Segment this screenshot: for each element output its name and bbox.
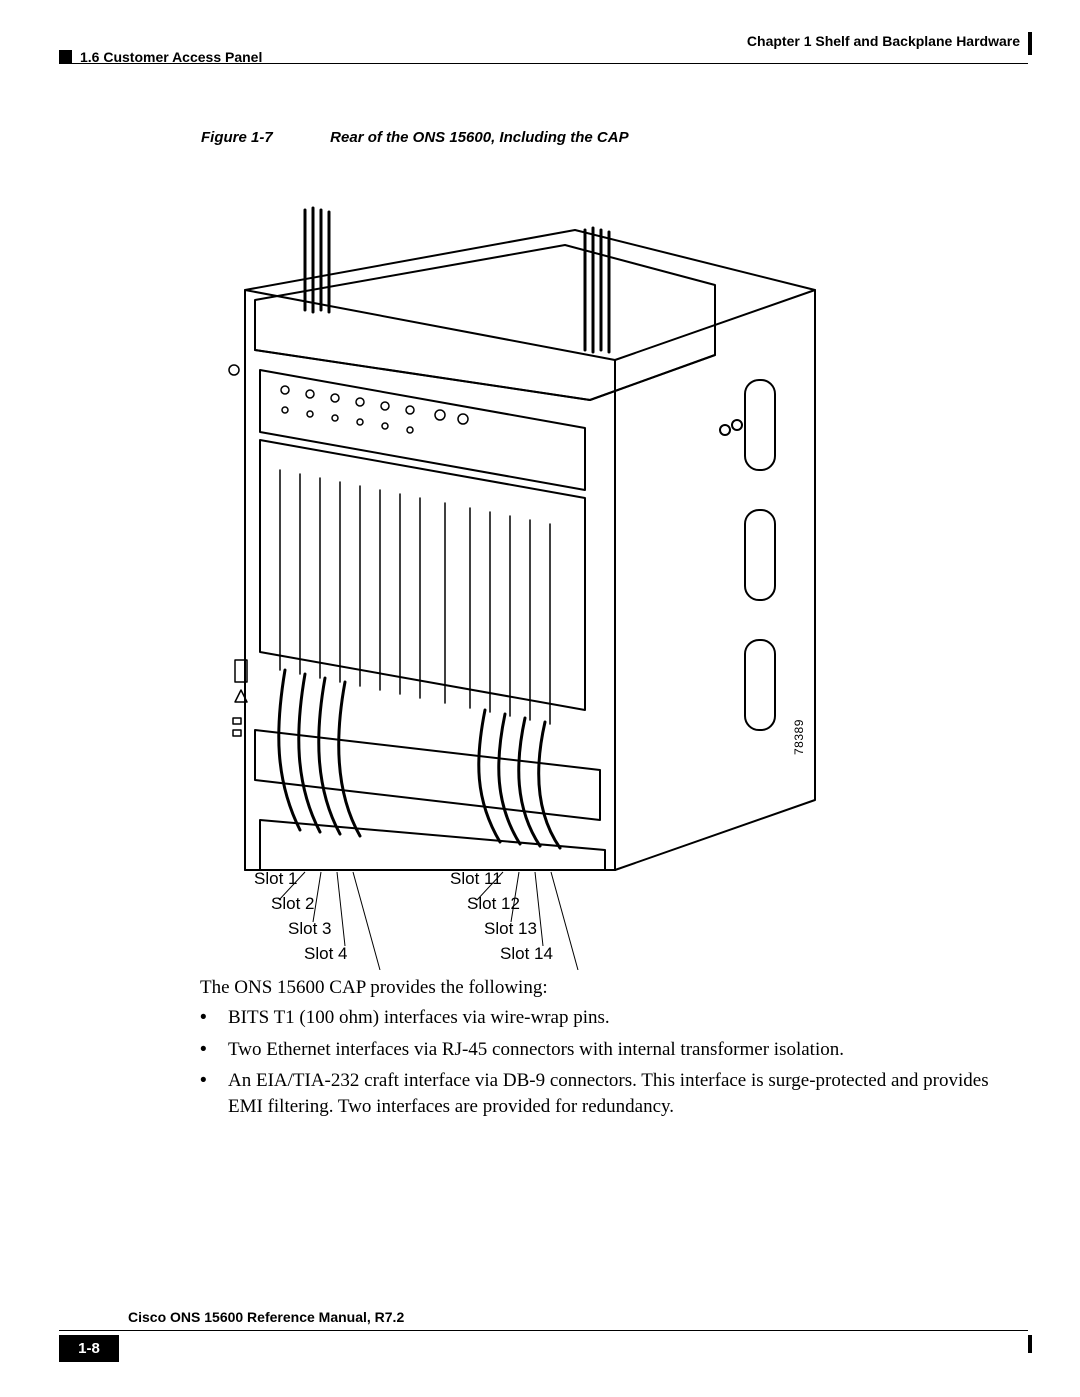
bullet-icon: •: [200, 1037, 228, 1063]
header-crop-mark-dot-icon: [1028, 51, 1032, 55]
figure-title: Rear of the ONS 15600, Including the CAP: [330, 129, 628, 146]
page-number: 1-8: [59, 1335, 119, 1362]
list-item: •BITS T1 (100 ohm) interfaces via wire-w…: [200, 1005, 1020, 1031]
body-intro: The ONS 15600 CAP provides the following…: [200, 975, 1020, 1001]
header-crop-mark-icon: [1028, 32, 1032, 51]
figure-caption: Figure 1-7 Rear of the ONS 15600, Includ…: [201, 129, 629, 146]
footer-crop-mark-icon: [1028, 1335, 1032, 1353]
slot-label: Slot 13: [484, 919, 537, 939]
list-item-text: BITS T1 (100 ohm) interfaces via wire-wr…: [228, 1005, 1020, 1031]
bullet-icon: •: [200, 1005, 228, 1031]
figure-reference-number: 78389: [792, 719, 806, 755]
page: 1.6 Customer Access Panel Chapter 1 Shel…: [0, 0, 1080, 1397]
list-item-text: Two Ethernet interfaces via RJ-45 connec…: [228, 1037, 1020, 1063]
running-header-right: Chapter 1 Shelf and Backplane Hardware: [747, 33, 1020, 49]
list-item: •An EIA/TIA-232 craft interface via DB-9…: [200, 1068, 1020, 1119]
bullet-list: •BITS T1 (100 ohm) interfaces via wire-w…: [200, 1005, 1020, 1126]
slot-label: Slot 2: [271, 894, 314, 914]
list-item-text: An EIA/TIA-232 craft interface via DB-9 …: [228, 1068, 1020, 1119]
slot-label: Slot 14: [500, 944, 553, 964]
slot-label: Slot 3: [288, 919, 331, 939]
bullet-icon: •: [200, 1068, 228, 1119]
header-marker-icon: [59, 50, 72, 63]
figure-label: Figure 1-7: [201, 129, 326, 146]
slot-label: Slot 4: [304, 944, 347, 964]
footer-rule: [59, 1330, 1028, 1331]
footer-title: Cisco ONS 15600 Reference Manual, R7.2: [128, 1309, 404, 1325]
slot-label: Slot 12: [467, 894, 520, 914]
slot-label: Slot 1: [254, 869, 297, 889]
slot-label: Slot 11: [450, 869, 502, 889]
header-rule: [59, 63, 1028, 64]
list-item: •Two Ethernet interfaces via RJ-45 conne…: [200, 1037, 1020, 1063]
equipment-illustration: [185, 170, 865, 970]
